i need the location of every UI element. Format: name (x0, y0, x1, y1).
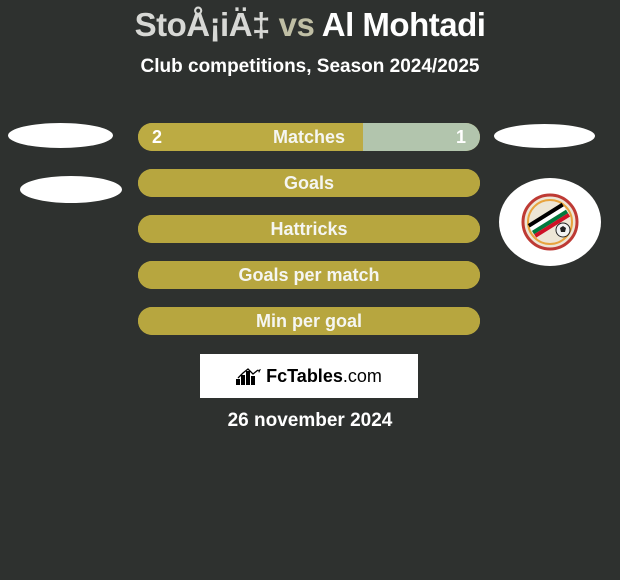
bar-mpg-label: Min per goal (138, 307, 480, 335)
bar-hattricks: Hattricks (138, 215, 480, 243)
bar-goals: Goals (138, 169, 480, 197)
bar-goals-per-match: Goals per match (138, 261, 480, 289)
page-title: StoÅ¡iÄ‡ vs Al Mohtadi (0, 0, 620, 44)
fctables-text: FcTables.com (266, 366, 382, 387)
bar-min-per-goal: Min per goal (138, 307, 480, 335)
fctables-text-light: .com (343, 366, 382, 386)
right-team-badge (499, 178, 601, 266)
bar-matches-right-value: 1 (456, 123, 466, 151)
stat-bars: 2 Matches 1 Goals Hattricks Goals per ma… (138, 123, 480, 353)
bar-hattricks-label: Hattricks (138, 215, 480, 243)
subtitle: Club competitions, Season 2024/2025 (0, 56, 620, 78)
fctables-text-bold: FcTables (266, 366, 343, 386)
bar-gpm-label: Goals per match (138, 261, 480, 289)
bar-matches: 2 Matches 1 (138, 123, 480, 151)
left-team-shape-1 (8, 123, 113, 148)
left-team-shape-2 (20, 176, 122, 203)
title-mid: vs (270, 6, 322, 43)
title-right: Al Mohtadi (322, 6, 486, 43)
fctables-attribution: FcTables.com (200, 354, 418, 398)
bar-goals-label: Goals (138, 169, 480, 197)
date-text: 26 november 2024 (0, 410, 620, 432)
right-team-shape-1 (494, 124, 595, 148)
bar-matches-label: Matches (138, 123, 480, 151)
title-left: StoÅ¡iÄ‡ (135, 6, 270, 43)
fctables-logo-icon (236, 367, 262, 385)
